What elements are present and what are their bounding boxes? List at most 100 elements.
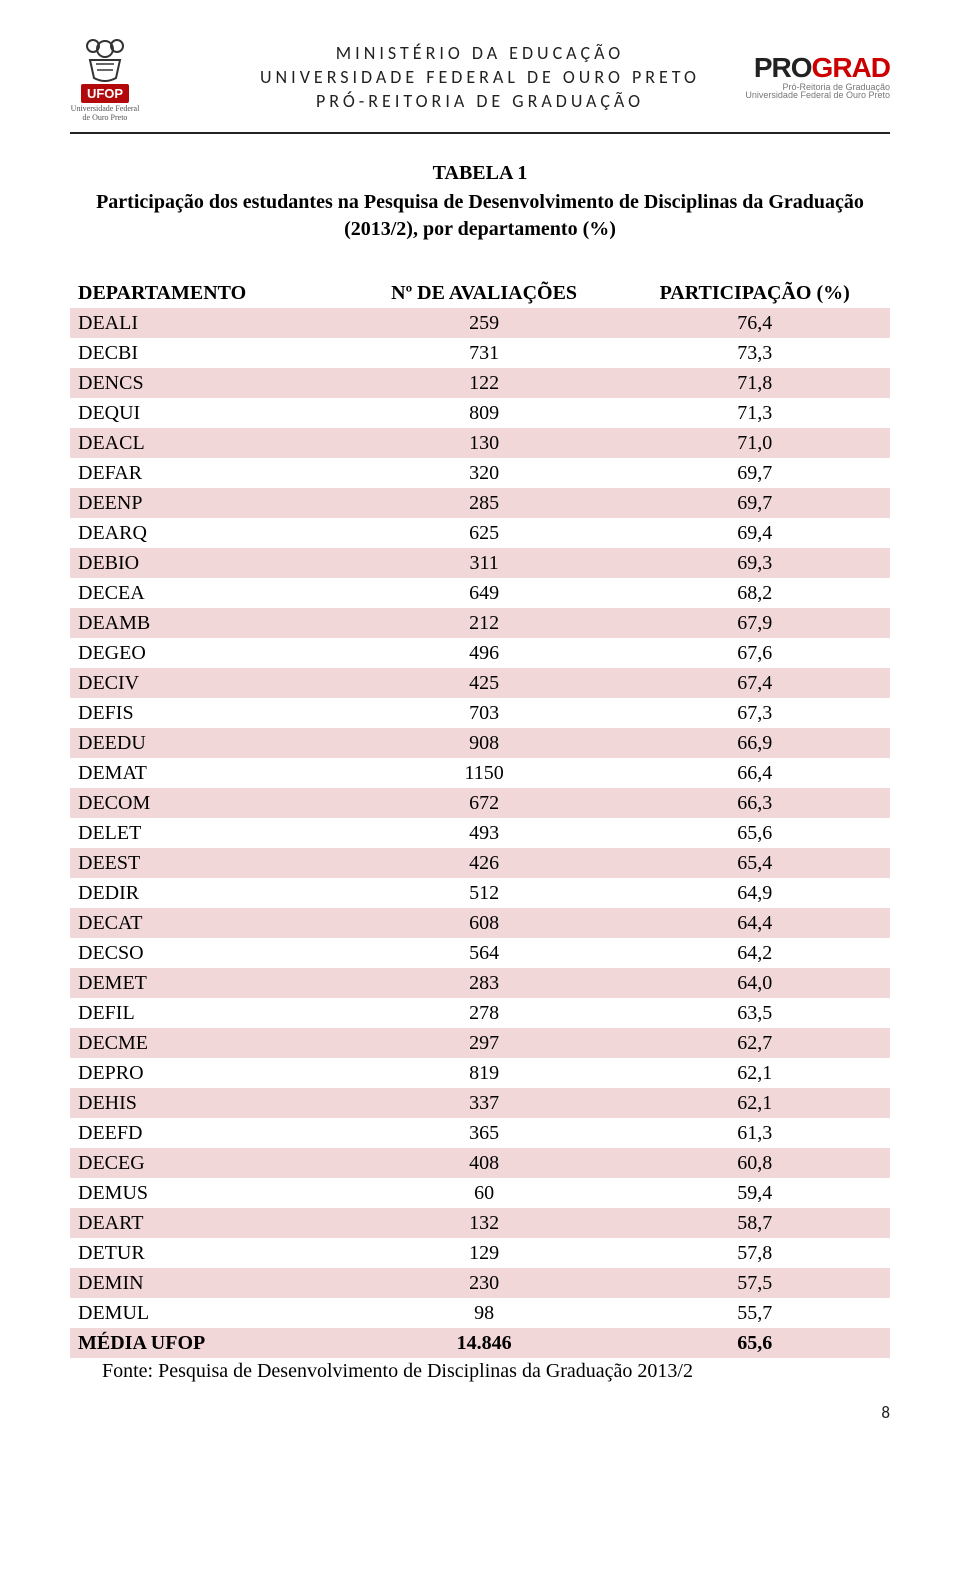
cell-departamento: DEACL [70,428,349,458]
table-row: DENCS12271,8 [70,368,890,398]
table-row: DECSO56464,2 [70,938,890,968]
cell-avaliacoes: 608 [349,908,620,938]
cell-avaliacoes: 337 [349,1088,620,1118]
table-row: DEFIL27863,5 [70,998,890,1028]
cell-avaliacoes: 297 [349,1028,620,1058]
cell-avaliacoes: 365 [349,1118,620,1148]
cell-participacao: 61,3 [619,1118,890,1148]
table-subtitle: Participação dos estudantes na Pesquisa … [70,191,890,214]
table-row: DEMAT115066,4 [70,758,890,788]
table-row: DEACL13071,0 [70,428,890,458]
table-row: DETUR12957,8 [70,1238,890,1268]
cell-departamento: DEEDU [70,728,349,758]
cell-participacao: 63,5 [619,998,890,1028]
cell-participacao: 69,4 [619,518,890,548]
cell-avaliacoes: 60 [349,1178,620,1208]
table-row: DECIV42567,4 [70,668,890,698]
col-header-participacao: PARTICIPAÇÃO (%) [619,279,890,308]
table-row: DECAT60864,4 [70,908,890,938]
cell-participacao: 66,3 [619,788,890,818]
cell-departamento: DELET [70,818,349,848]
cell-avaliacoes: 408 [349,1148,620,1178]
table-row: DELET49365,6 [70,818,890,848]
cell-departamento: DEFAR [70,458,349,488]
cell-avaliacoes: 130 [349,428,620,458]
cell-departamento: DEBIO [70,548,349,578]
table-footer-row: MÉDIA UFOP14.84665,6 [70,1328,890,1358]
table-row: DEHIS33762,1 [70,1088,890,1118]
cell-departamento: DEMUL [70,1298,349,1328]
table-row: DEFAR32069,7 [70,458,890,488]
cell-participacao: 65,6 [619,818,890,848]
cell-departamento: DEAMB [70,608,349,638]
cell-avaliacoes: 809 [349,398,620,428]
cell-participacao: 58,7 [619,1208,890,1238]
cell-participacao: 71,8 [619,368,890,398]
cell-avaliacoes: 283 [349,968,620,998]
table-title: TABELA 1 [70,162,890,185]
cell-avaliacoes: 625 [349,518,620,548]
cell-avaliacoes: 122 [349,368,620,398]
cell-departamento: DEGEO [70,638,349,668]
cell-avaliacoes: 285 [349,488,620,518]
cell-departamento: DEMET [70,968,349,998]
cell-avaliacoes: 564 [349,938,620,968]
cell-participacao: 64,0 [619,968,890,998]
table-row: DEMUS6059,4 [70,1178,890,1208]
table-row: DEEST42665,4 [70,848,890,878]
cell-avaliacoes: 129 [349,1238,620,1268]
cell-participacao: 62,1 [619,1058,890,1088]
cell-participacao: 65,4 [619,848,890,878]
table-row: DEARQ62569,4 [70,518,890,548]
cell-departamento: DEEFD [70,1118,349,1148]
cell-departamento: DECME [70,1028,349,1058]
page-number: 8 [881,1402,890,1423]
cell-participacao: 66,4 [619,758,890,788]
cell-avaliacoes: 320 [349,458,620,488]
cell-departamento: DEFIL [70,998,349,1028]
cell-avaliacoes: 493 [349,818,620,848]
cell-departamento: DEMAT [70,758,349,788]
cell-avaliacoes: 649 [349,578,620,608]
cell-departamento: DEARQ [70,518,349,548]
cell-participacao: 64,2 [619,938,890,968]
cell-departamento: DEMIN [70,1268,349,1298]
table-row: DECOM67266,3 [70,788,890,818]
table-row: DECEG40860,8 [70,1148,890,1178]
cell-participacao: 55,7 [619,1298,890,1328]
cell-avaliacoes: 512 [349,878,620,908]
table-row: DEDIR51264,9 [70,878,890,908]
cell-participacao: 76,4 [619,308,890,338]
cell-departamento: DETUR [70,1238,349,1268]
cell-participacao: 64,4 [619,908,890,938]
col-header-avaliacoes: Nº DE AVALIAÇÕES [349,279,620,308]
cell-participacao: 57,8 [619,1238,890,1268]
cell-participacao: 73,3 [619,338,890,368]
source-note: Fonte: Pesquisa de Desenvolvimento de Di… [70,1360,890,1383]
prograd-pro: PRO [754,52,812,83]
cell-departamento: DEENP [70,488,349,518]
table-row: DECEA64968,2 [70,578,890,608]
cell-departamento: DECEA [70,578,349,608]
cell-avaliacoes: 311 [349,548,620,578]
cell-departamento: DEQUI [70,398,349,428]
cell-participacao: 69,3 [619,548,890,578]
cell-participacao: 69,7 [619,458,890,488]
cell-participacao: 68,2 [619,578,890,608]
table-row: DEEFD36561,3 [70,1118,890,1148]
table-row: DEQUI80971,3 [70,398,890,428]
cell-participacao: 71,3 [619,398,890,428]
table-row: DEPRO81962,1 [70,1058,890,1088]
cell-avaliacoes: 278 [349,998,620,1028]
table-period: (2013/2), por departamento (%) [70,218,890,241]
cell-avaliacoes: 132 [349,1208,620,1238]
cell-departamento: DEALI [70,308,349,338]
data-table: DEPARTAMENTO Nº DE AVALIAÇÕES PARTICIPAÇ… [70,279,890,1358]
cell-departamento: DEFIS [70,698,349,728]
cell-avaliacoes: 703 [349,698,620,728]
cell-participacao: 59,4 [619,1178,890,1208]
table-row: DEGEO49667,6 [70,638,890,668]
crest-icon [82,34,128,82]
cell-participacao: 64,9 [619,878,890,908]
prograd-grad: GRAD [812,52,890,83]
